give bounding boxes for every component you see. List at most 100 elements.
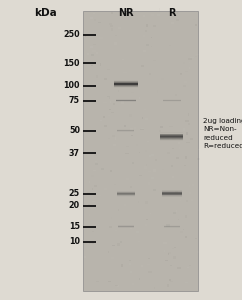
Bar	[159, 243, 161, 245]
Bar	[190, 57, 194, 58]
Bar	[114, 82, 138, 83]
Bar	[90, 16, 93, 19]
Bar	[193, 19, 196, 20]
Bar	[159, 133, 163, 134]
Bar	[144, 58, 146, 60]
Bar	[99, 248, 102, 251]
Bar	[134, 196, 136, 198]
Bar	[148, 258, 150, 259]
Bar	[185, 215, 187, 218]
Bar	[171, 22, 174, 24]
Bar	[160, 125, 162, 128]
Bar	[169, 278, 171, 281]
Bar	[168, 252, 171, 254]
Bar	[94, 154, 97, 156]
Bar	[121, 101, 124, 104]
Bar	[188, 113, 189, 116]
Bar	[102, 135, 105, 137]
Bar	[116, 101, 136, 102]
Bar	[91, 11, 93, 13]
Bar	[115, 34, 117, 36]
Bar	[162, 190, 182, 191]
Bar	[97, 195, 101, 196]
Bar	[151, 154, 153, 156]
Bar	[184, 81, 187, 83]
Bar	[195, 238, 197, 239]
Bar	[145, 150, 147, 152]
Bar	[116, 99, 136, 100]
Text: 250: 250	[63, 30, 80, 39]
Bar	[149, 73, 151, 75]
Bar	[124, 204, 126, 206]
Bar	[170, 244, 173, 247]
Bar	[108, 281, 111, 282]
Bar	[170, 281, 173, 283]
Bar	[160, 133, 183, 134]
Bar	[185, 236, 187, 238]
Bar	[98, 224, 99, 225]
Bar	[90, 46, 93, 48]
Bar	[175, 214, 177, 215]
Bar	[159, 8, 160, 11]
Bar	[161, 78, 164, 80]
Bar	[189, 61, 190, 63]
Bar	[197, 221, 200, 223]
Bar	[89, 214, 90, 216]
Bar	[162, 191, 182, 192]
Bar	[152, 196, 155, 197]
Bar	[187, 200, 188, 202]
Bar	[155, 158, 157, 161]
Bar	[189, 184, 190, 187]
Bar	[154, 287, 155, 289]
Bar	[139, 152, 140, 153]
Bar	[92, 243, 94, 244]
Bar	[104, 125, 106, 128]
Bar	[102, 195, 104, 197]
Bar	[195, 56, 197, 58]
Bar	[84, 256, 86, 258]
Bar	[116, 100, 136, 101]
Bar	[149, 15, 151, 16]
Bar	[117, 285, 119, 287]
Bar	[109, 23, 112, 25]
Bar	[111, 12, 113, 14]
Bar	[84, 58, 86, 61]
Bar	[106, 96, 110, 97]
Text: 50: 50	[69, 126, 80, 135]
Bar	[114, 81, 138, 82]
Bar	[172, 248, 174, 249]
Bar	[182, 168, 185, 171]
Bar	[92, 201, 95, 202]
Text: R: R	[168, 8, 175, 18]
Bar	[192, 184, 194, 186]
Bar	[86, 151, 87, 152]
Bar	[144, 109, 146, 110]
Bar	[160, 132, 183, 133]
Bar	[146, 164, 147, 166]
Bar	[180, 74, 182, 75]
Bar	[175, 191, 178, 193]
Bar	[188, 123, 190, 125]
Bar	[197, 251, 200, 253]
Bar	[145, 202, 148, 204]
Bar	[111, 217, 112, 219]
Bar	[113, 103, 115, 105]
Bar	[148, 182, 150, 185]
Bar	[174, 46, 177, 49]
Bar	[169, 126, 173, 127]
Bar	[190, 138, 193, 140]
Bar	[173, 256, 176, 259]
Bar	[110, 101, 111, 103]
Bar	[132, 162, 134, 164]
Bar	[191, 201, 193, 202]
Bar	[127, 22, 129, 24]
Bar	[144, 166, 147, 169]
Bar	[109, 90, 112, 92]
Bar	[117, 186, 119, 188]
Bar	[160, 139, 183, 140]
Bar	[123, 72, 127, 74]
Bar	[145, 224, 147, 226]
Bar	[109, 97, 110, 99]
Bar	[171, 166, 173, 167]
Bar	[180, 200, 181, 201]
